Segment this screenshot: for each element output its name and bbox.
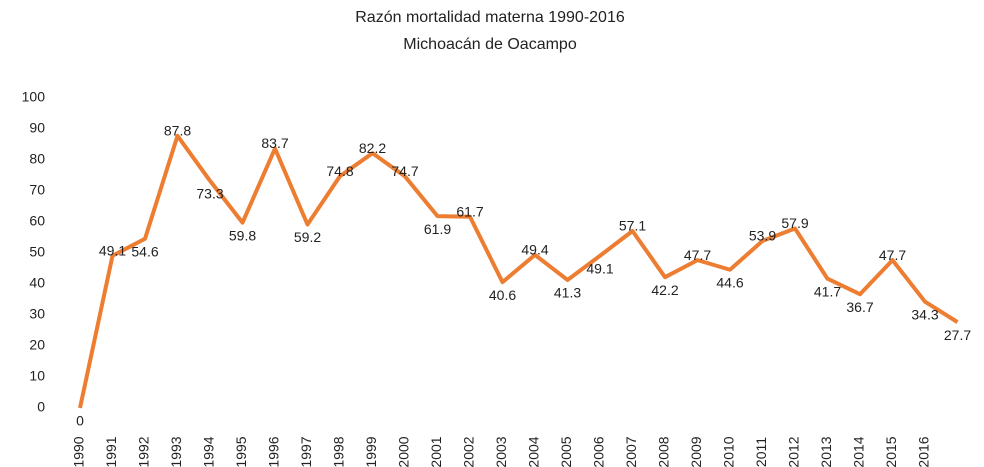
data-label: 59.2 [294,229,321,245]
data-label: 57.9 [781,215,808,231]
data-label: 54.6 [131,243,158,259]
x-tick-label: 2010 [721,436,737,467]
x-tick-label: 2008 [656,436,672,467]
data-label: 59.8 [229,227,256,243]
data-label: 44.6 [716,274,743,290]
x-tick-label: 2003 [493,436,509,467]
data-label: 49.1 [99,242,126,258]
x-tick-label: 1992 [136,436,152,467]
data-label: 57.1 [619,218,646,234]
x-tick-label: 2006 [591,436,607,467]
x-tick-label: 2005 [558,436,574,467]
y-tick-label: 60 [29,213,45,229]
x-tick-label: 2001 [428,436,444,467]
y-tick-label: 20 [29,337,45,353]
y-tick-label: 10 [29,368,45,384]
data-label: 41.7 [814,283,841,299]
data-label: 49.1 [586,260,613,276]
x-tick-label: 2011 [753,437,769,467]
x-tick-label: 2014 [851,436,867,467]
x-tick-label: 1994 [201,436,217,467]
data-label: 49.4 [521,242,548,258]
data-label: 42.2 [651,282,678,298]
x-tick-label: 2009 [688,436,704,467]
y-tick-label: 50 [29,244,45,260]
data-label: 82.2 [359,140,386,156]
line [78,133,959,409]
data-label: 40.6 [489,287,516,303]
chart-subtitle: Michoacán de Oacampo [403,36,577,53]
y-tick-label: 80 [29,151,45,167]
x-tick-label: 2000 [396,436,412,467]
data-label: 61.9 [424,221,451,237]
y-tick-label: 90 [29,120,45,136]
x-tick-label: 2015 [883,436,899,467]
y-tick-label: 30 [29,306,45,322]
data-label: 74.8 [326,163,353,179]
x-tick-label: 2007 [623,436,639,467]
data-label: 87.8 [164,123,191,139]
x-tick-label: 1995 [233,436,249,467]
x-tick-label: 2004 [526,436,542,467]
data-label: 36.7 [846,299,873,315]
y-tick-label: 0 [37,399,45,415]
x-tick-label: 2013 [818,436,834,467]
data-label: 47.7 [684,247,711,263]
data-label: 47.7 [879,247,906,263]
y-tick-label: 40 [29,275,45,291]
x-tick-label: 1990 [71,436,87,467]
data-label: 83.7 [261,135,288,151]
x-tick-label: 2016 [916,436,932,467]
x-tick-label: 1997 [298,436,314,467]
data-label: 74.7 [391,163,418,179]
x-tick-label: 1993 [168,436,184,467]
x-tick-label: 1996 [266,436,282,467]
data-label: 0 [76,413,84,429]
data-label: 61.7 [456,203,483,219]
x-tick-label: 1999 [363,436,379,467]
data-label: 41.3 [554,285,581,301]
data-label: 27.7 [944,327,971,343]
chart-title: Razón mortalidad materna 1990-2016 [355,9,625,26]
y-tick-label: 100 [22,89,46,105]
x-tick-label: 2012 [786,436,802,467]
data-label: 73.3 [196,185,223,201]
x-tick-label: 1991 [103,436,119,467]
x-tick-label: 1998 [331,436,347,467]
data-label: 53.9 [749,228,776,244]
data-label: 34.3 [911,306,938,322]
y-tick-label: 70 [29,182,45,198]
x-tick-label: 2002 [461,436,477,467]
